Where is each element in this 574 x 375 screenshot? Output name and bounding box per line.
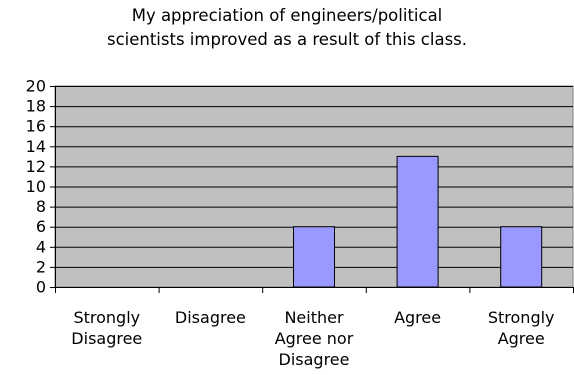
x-category-label: Strongly bbox=[73, 308, 140, 327]
y-tick-label: 0 bbox=[36, 278, 46, 297]
y-tick-label: 14 bbox=[26, 137, 46, 156]
x-category-label: Strongly bbox=[488, 308, 555, 327]
chart-title-line-2: scientists improved as a result of this … bbox=[106, 30, 468, 49]
x-category-label: Disagree bbox=[175, 308, 246, 327]
x-category-label: Disagree bbox=[71, 329, 142, 348]
y-tick-label: 6 bbox=[36, 217, 46, 236]
bar-neither-agree-nor-disagree bbox=[293, 226, 335, 288]
y-tick-label: 18 bbox=[26, 97, 46, 116]
bar-strongly-agree bbox=[500, 226, 543, 288]
x-category-label: Neither bbox=[284, 308, 344, 327]
y-tick-label: 16 bbox=[26, 117, 46, 136]
bar-agree bbox=[396, 155, 439, 288]
y-tick-label: 12 bbox=[26, 157, 46, 176]
y-tick-label: 4 bbox=[36, 237, 46, 256]
x-category-label: Agree bbox=[394, 308, 441, 327]
y-tick-label: 8 bbox=[36, 197, 46, 216]
chart-title: My appreciation of engineers/political s… bbox=[0, 4, 574, 52]
y-tick-label: 10 bbox=[26, 177, 46, 196]
y-tick-label: 20 bbox=[26, 77, 46, 96]
x-category-label: Disagree bbox=[279, 350, 350, 369]
y-tick-label: 2 bbox=[36, 257, 46, 276]
chart-title-line-1: My appreciation of engineers/political bbox=[131, 6, 443, 25]
x-category-label: Agree bbox=[498, 329, 545, 348]
x-category-label: Agree nor bbox=[275, 329, 354, 348]
